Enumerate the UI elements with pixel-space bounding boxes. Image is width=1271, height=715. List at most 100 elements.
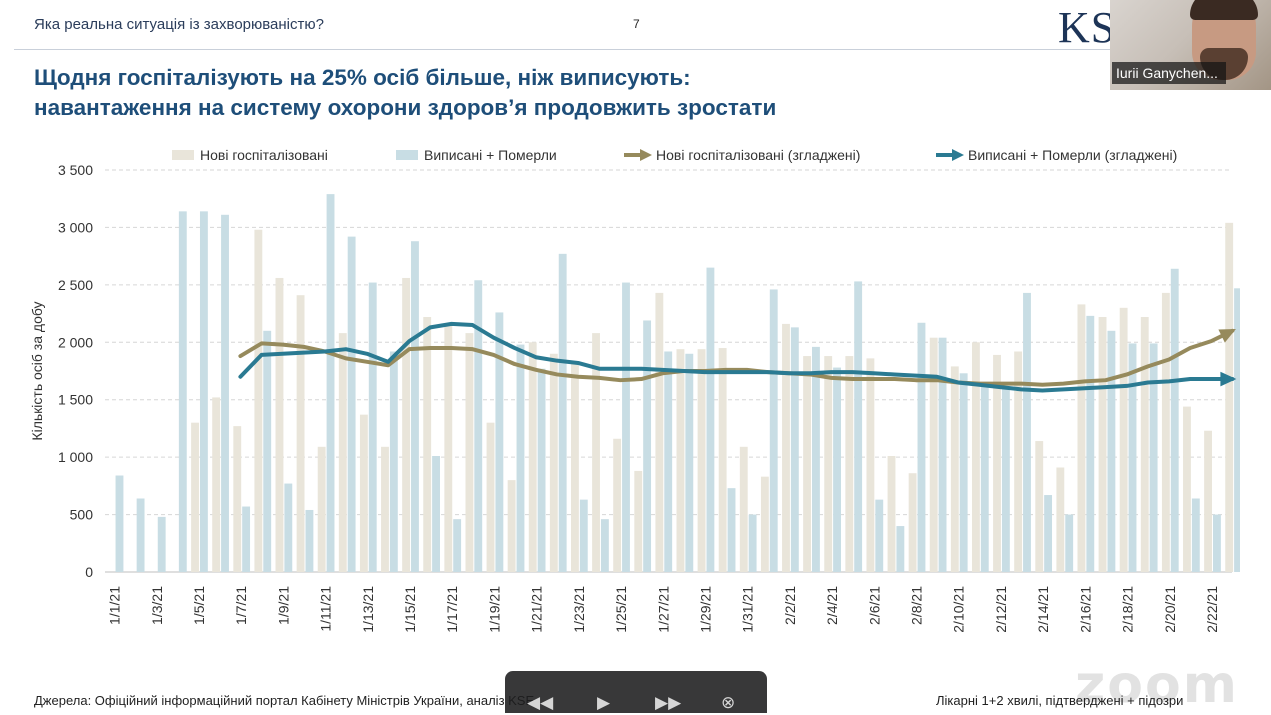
bar — [845, 356, 854, 572]
bar — [368, 282, 377, 572]
bar — [558, 253, 567, 572]
bar — [664, 351, 673, 572]
bar — [1140, 317, 1149, 572]
x-tick-label: 2/10/21 — [951, 586, 967, 633]
bar — [453, 519, 462, 572]
bar — [739, 446, 748, 572]
bar — [275, 277, 284, 572]
y-tick-label: 1 500 — [58, 392, 93, 408]
bar — [284, 483, 293, 572]
y-tick-label: 2 000 — [58, 334, 93, 350]
zoom-watermark: zoom — [1075, 655, 1239, 715]
y-tick-label: 500 — [70, 507, 94, 523]
y-tick-label: 0 — [85, 564, 93, 580]
legend-label: Виписані + Померли (згладжені) — [968, 147, 1177, 163]
close-icon[interactable]: ⊗ — [721, 693, 736, 712]
bar — [1065, 514, 1074, 572]
bar — [1191, 498, 1200, 572]
bar — [326, 194, 335, 572]
bar — [347, 236, 356, 573]
bar — [423, 317, 432, 572]
bar — [634, 470, 643, 572]
bar — [157, 516, 166, 572]
x-tick-label: 1/25/21 — [613, 586, 629, 633]
x-tick-label: 2/14/21 — [1035, 586, 1051, 633]
legend-swatch-arrow — [952, 149, 964, 161]
slide-title: Щодня госпіталізують на 25% осіб більше,… — [34, 63, 1074, 123]
bar — [592, 333, 600, 572]
bar — [866, 358, 875, 572]
playback-controls: ◀◀ ▶ ▶▶ ⊗ — [505, 671, 767, 713]
page-number: 7 — [633, 17, 640, 31]
bar — [600, 519, 609, 572]
slide-footer: Джерела: Офіційний інформаційний портал … — [0, 690, 1271, 713]
bar — [824, 356, 833, 572]
bar — [993, 354, 1001, 572]
participant-name-label: Iurii Ganychen... — [1112, 62, 1226, 84]
bar — [959, 373, 968, 572]
bar — [655, 292, 664, 572]
bar — [833, 367, 841, 572]
bar — [769, 289, 778, 572]
y-tick-label: 2 500 — [58, 277, 93, 293]
bar — [338, 333, 347, 572]
bar — [971, 342, 980, 572]
bar — [790, 327, 799, 572]
bar — [760, 476, 769, 572]
bar — [875, 499, 884, 572]
bar — [1149, 343, 1158, 572]
bar — [782, 323, 790, 572]
footnote: Лікарні 1+2 хвилі, підтверджені + підозр… — [936, 693, 1184, 708]
bar — [549, 353, 558, 572]
x-tick-label: 2/12/21 — [993, 586, 1009, 633]
y-tick-label: 3 000 — [58, 219, 93, 235]
bar — [1119, 307, 1128, 572]
legend-label: Нові госпіталізовані — [200, 147, 328, 163]
bar — [1056, 467, 1065, 572]
x-tick-label: 1/11/21 — [318, 586, 334, 632]
bar — [411, 241, 419, 572]
bar — [1183, 406, 1191, 572]
bar — [221, 214, 229, 572]
bar — [495, 312, 504, 572]
rewind-icon[interactable]: ◀◀ — [527, 693, 554, 712]
bar — [917, 322, 926, 572]
legend-swatch — [396, 150, 418, 160]
bar — [1225, 222, 1234, 572]
bar — [950, 366, 959, 572]
bar — [622, 282, 630, 572]
bar — [242, 506, 251, 572]
bar — [432, 455, 440, 572]
bar — [718, 348, 727, 572]
slide-header: Яка реальна ситуація із захворюваністю? … — [0, 0, 1110, 52]
series-line-arrowhead — [1220, 371, 1237, 387]
legend-label: Виписані + Померли — [424, 147, 557, 163]
x-tick-label: 1/5/21 — [191, 586, 207, 625]
x-tick-label: 1/23/21 — [571, 586, 587, 633]
x-tick-label: 1/31/21 — [740, 586, 756, 633]
bar — [507, 480, 516, 572]
bar — [1035, 441, 1044, 572]
bar — [1044, 495, 1053, 572]
x-tick-label: 1/9/21 — [275, 586, 291, 625]
bar — [233, 426, 242, 572]
x-tick-label: 2/8/21 — [909, 586, 925, 625]
x-tick-label: 1/7/21 — [233, 586, 249, 625]
bar — [465, 333, 474, 572]
bar — [402, 277, 411, 572]
series-line — [238, 321, 1235, 393]
fast-forward-icon[interactable]: ▶▶ — [655, 693, 682, 712]
bar — [980, 383, 989, 572]
source-note: Джерела: Офіційний інформаційний портал … — [34, 693, 535, 708]
slide-title-line-1: Щодня госпіталізують на 25% осіб більше,… — [34, 65, 691, 90]
bar — [528, 342, 537, 572]
legend-label: Нові госпіталізовані (згладжені) — [656, 147, 860, 163]
bar — [1098, 317, 1107, 572]
bar — [136, 498, 145, 572]
bar — [115, 475, 124, 572]
bar — [191, 422, 199, 572]
play-icon[interactable]: ▶ — [597, 693, 611, 712]
bar — [643, 320, 652, 572]
x-tick-label: 2/4/21 — [824, 586, 840, 625]
x-tick-label: 1/15/21 — [402, 586, 418, 633]
